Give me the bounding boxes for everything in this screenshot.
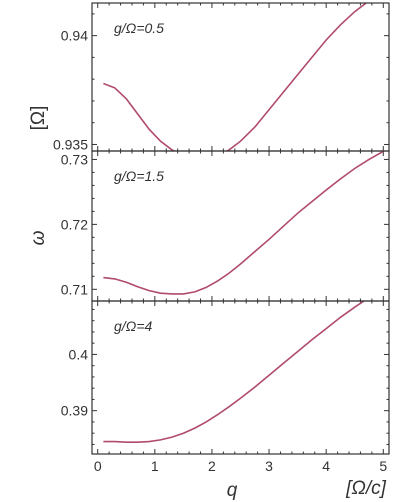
series-line [103,3,368,151]
panel-label: g/Ω=4 [114,318,153,334]
y-tick-label: 0.935 [53,136,88,152]
panel-frame [91,300,390,455]
x-tick-label: 5 [379,458,387,474]
panel-2: 0.71 0.72 0.73 g/Ω=1.5 [61,150,390,302]
panel-label: g/Ω=0.5 [114,20,164,36]
y-tick-label: 0.4 [69,346,89,362]
panel-1: 0.935 0.94 g/Ω=0.5 [53,2,390,152]
x-axis-unit: [Ω/c] [345,478,387,499]
y-tick-label: 0.94 [61,28,88,44]
series-line [103,301,366,443]
x-tick-label: 0 [94,458,102,474]
y-axis-symbol: ω [28,230,49,245]
y-tick-label: 0.72 [61,216,88,232]
series-line [103,151,386,295]
x-tick-label: 2 [208,458,216,474]
x-tick-label: 3 [265,458,273,474]
y-tick-label: 0.39 [61,403,88,419]
x-tick-label: 1 [151,458,159,474]
y-tick-label: 0.71 [61,281,88,297]
panel-3: 0.39 0.4 0 1 2 3 4 5 g/Ω=4 [61,300,390,474]
panel-label: g/Ω=1.5 [114,168,164,184]
y-axis-unit: [Ω] [28,106,49,131]
x-axis-symbol: q [227,480,238,501]
y-tick-label: 0.73 [61,151,88,167]
x-tick-label: 4 [322,458,330,474]
